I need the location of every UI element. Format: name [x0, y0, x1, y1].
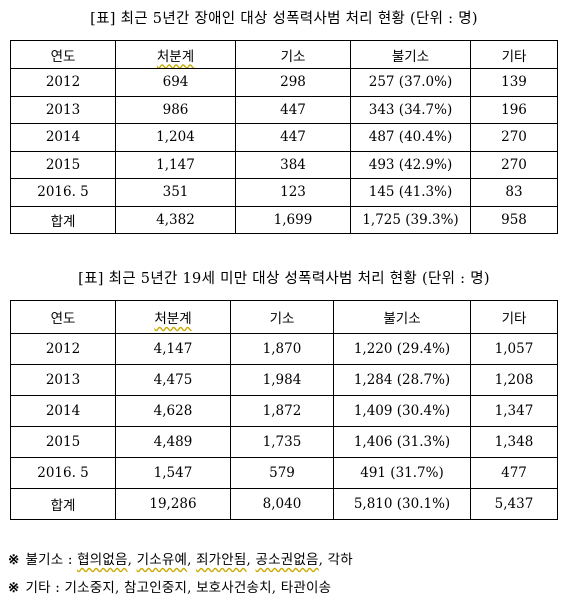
cell-total: 1,547: [115, 457, 231, 489]
cell-other: 477: [470, 457, 558, 489]
cell-indicted: 1,872: [230, 395, 334, 427]
cell-other: 1,057: [470, 333, 558, 365]
table-row: 2014 1,204 447 487 (40.4%) 270: [10, 123, 558, 152]
table-disabled-victims: 연도 처분계 기소 불기소 기타 2012 694 298 257 (37.0%…: [10, 40, 558, 234]
cell-total: 4,475: [115, 364, 231, 396]
header-total: 처분계: [115, 40, 236, 69]
footnote-items: 협의없음, 기소유예, 죄가안됨, 공소권없음, 각하: [77, 552, 353, 568]
cell-total: 4,489: [115, 426, 231, 458]
cell-not-indicted: 1,725 (39.3%): [350, 205, 471, 234]
cell-other: 83: [470, 178, 558, 207]
cell-other: 270: [470, 123, 558, 152]
table-row: 2014 4,628 1,872 1,409 (30.4%) 1,347: [10, 395, 558, 427]
cell-year: 합계: [10, 205, 116, 234]
cell-other: 5,437: [470, 488, 558, 520]
reference-mark-icon: ※: [8, 580, 20, 596]
cell-not-indicted: 343 (34.7%): [350, 95, 471, 124]
cell-other: 196: [470, 95, 558, 124]
footnote-not-indicted: ※ 불기소 : 협의없음, 기소유예, 죄가안됨, 공소권없음, 각하: [8, 548, 353, 568]
cell-indicted: 447: [235, 95, 351, 124]
table-header-row: 연도 처분계 기소 불기소 기타: [10, 40, 558, 69]
table-minor-victims: 연도 처분계 기소 불기소 기타 2012 4,147 1,870 1,220 …: [10, 300, 558, 520]
header-year: 연도: [10, 40, 116, 69]
cell-other: 270: [470, 150, 558, 179]
cell-total: 351: [115, 178, 236, 207]
footnote-label: 기타 :: [25, 580, 60, 596]
cell-indicted: 1,870: [230, 333, 334, 365]
table-row: 2015 4,489 1,735 1,406 (31.3%) 1,348: [10, 426, 558, 458]
cell-not-indicted: 145 (41.3%): [350, 178, 471, 207]
cell-indicted: 1,735: [230, 426, 334, 458]
cell-indicted: 447: [235, 123, 351, 152]
cell-total: 1,147: [115, 150, 236, 179]
cell-year: 2016. 5: [10, 457, 116, 489]
cell-year: 2013: [10, 95, 116, 124]
cell-year: 2012: [10, 68, 116, 97]
cell-total: 694: [115, 68, 236, 97]
cell-total: 19,286: [115, 488, 231, 520]
cell-year: 2012: [10, 333, 116, 365]
cell-not-indicted: 1,220 (29.4%): [333, 333, 471, 365]
footnote-other: ※ 기타 : 기소중지, 참고인중지, 보호사건송치, 타관이송: [8, 576, 331, 596]
table-row: 2016. 5 351 123 145 (41.3%) 83: [10, 178, 558, 207]
footnote-items: 기소중지, 참고인중지, 보호사건송치, 타관이송: [64, 580, 332, 596]
header-not-indicted: 불기소: [333, 300, 471, 334]
cell-indicted: 298: [235, 68, 351, 97]
cell-total: 986: [115, 95, 236, 124]
header-other: 기타: [470, 300, 558, 334]
table1-caption: [표] 최근 5년간 장애인 대상 성폭력사범 처리 현황 (단위 : 명): [90, 11, 478, 27]
cell-not-indicted: 493 (42.9%): [350, 150, 471, 179]
cell-other: 1,208: [470, 364, 558, 396]
table-row: 2016. 5 1,547 579 491 (31.7%) 477: [10, 457, 558, 489]
table-row: 2012 4,147 1,870 1,220 (29.4%) 1,057: [10, 333, 558, 365]
header-total: 처분계: [115, 300, 231, 334]
table-header-row: 연도 처분계 기소 불기소 기타: [10, 300, 558, 334]
cell-year: 2014: [10, 395, 116, 427]
cell-year: 2014: [10, 123, 116, 152]
cell-year: 2015: [10, 150, 116, 179]
cell-indicted: 1,984: [230, 364, 334, 396]
cell-year: 2016. 5: [10, 178, 116, 207]
cell-other: 139: [470, 68, 558, 97]
header-indicted: 기소: [235, 40, 351, 69]
cell-indicted: 1,699: [235, 205, 351, 234]
reference-mark-icon: ※: [8, 552, 20, 568]
table-row: 2013 986 447 343 (34.7%) 196: [10, 95, 558, 124]
cell-not-indicted: 1,284 (28.7%): [333, 364, 471, 396]
header-indicted: 기소: [230, 300, 334, 334]
cell-not-indicted: 257 (37.0%): [350, 68, 471, 97]
cell-total: 4,382: [115, 205, 236, 234]
cell-other: 1,347: [470, 395, 558, 427]
cell-not-indicted: 491 (31.7%): [333, 457, 471, 489]
cell-not-indicted: 487 (40.4%): [350, 123, 471, 152]
cell-year: 합계: [10, 488, 116, 520]
cell-indicted: 579: [230, 457, 334, 489]
header-not-indicted: 불기소: [350, 40, 471, 69]
cell-not-indicted: 5,810 (30.1%): [333, 488, 471, 520]
cell-indicted: 384: [235, 150, 351, 179]
cell-year: 2015: [10, 426, 116, 458]
cell-other: 1,348: [470, 426, 558, 458]
table2-caption: [표] 최근 5년간 19세 미만 대상 성폭력사범 처리 현황 (단위 : 명…: [78, 271, 490, 287]
cell-year: 2013: [10, 364, 116, 396]
cell-total: 4,147: [115, 333, 231, 365]
cell-indicted: 8,040: [230, 488, 334, 520]
cell-not-indicted: 1,406 (31.3%): [333, 426, 471, 458]
table-row: 2015 1,147 384 493 (42.9%) 270: [10, 150, 558, 179]
cell-total: 4,628: [115, 395, 231, 427]
cell-not-indicted: 1,409 (30.4%): [333, 395, 471, 427]
header-year: 연도: [10, 300, 116, 334]
table-row-sum: 합계 4,382 1,699 1,725 (39.3%) 958: [10, 205, 558, 234]
header-other: 기타: [470, 40, 558, 69]
cell-other: 958: [470, 205, 558, 234]
cell-indicted: 123: [235, 178, 351, 207]
table-row: 2012 694 298 257 (37.0%) 139: [10, 68, 558, 97]
table-row-sum: 합계 19,286 8,040 5,810 (30.1%) 5,437: [10, 488, 558, 520]
footnote-label: 불기소 :: [25, 552, 73, 568]
table-row: 2013 4,475 1,984 1,284 (28.7%) 1,208: [10, 364, 558, 396]
cell-total: 1,204: [115, 123, 236, 152]
